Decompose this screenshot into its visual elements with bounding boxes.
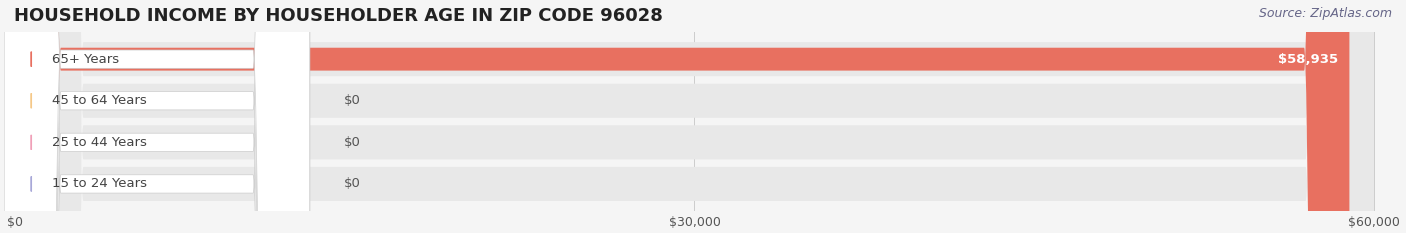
FancyBboxPatch shape <box>4 0 309 233</box>
Text: $0: $0 <box>343 94 360 107</box>
Text: $0: $0 <box>343 178 360 190</box>
FancyBboxPatch shape <box>4 0 309 233</box>
FancyBboxPatch shape <box>15 0 1350 233</box>
Text: 15 to 24 Years: 15 to 24 Years <box>52 178 146 190</box>
Text: Source: ZipAtlas.com: Source: ZipAtlas.com <box>1258 7 1392 20</box>
Text: 65+ Years: 65+ Years <box>52 53 120 66</box>
FancyBboxPatch shape <box>15 0 1374 233</box>
Text: 45 to 64 Years: 45 to 64 Years <box>52 94 146 107</box>
FancyBboxPatch shape <box>15 0 1374 233</box>
FancyBboxPatch shape <box>4 0 309 233</box>
FancyBboxPatch shape <box>4 0 309 233</box>
FancyBboxPatch shape <box>15 0 1374 233</box>
Text: HOUSEHOLD INCOME BY HOUSEHOLDER AGE IN ZIP CODE 96028: HOUSEHOLD INCOME BY HOUSEHOLDER AGE IN Z… <box>14 7 664 25</box>
Text: 25 to 44 Years: 25 to 44 Years <box>52 136 146 149</box>
FancyBboxPatch shape <box>15 0 1374 233</box>
Text: $58,935: $58,935 <box>1278 53 1339 66</box>
Text: $0: $0 <box>343 136 360 149</box>
